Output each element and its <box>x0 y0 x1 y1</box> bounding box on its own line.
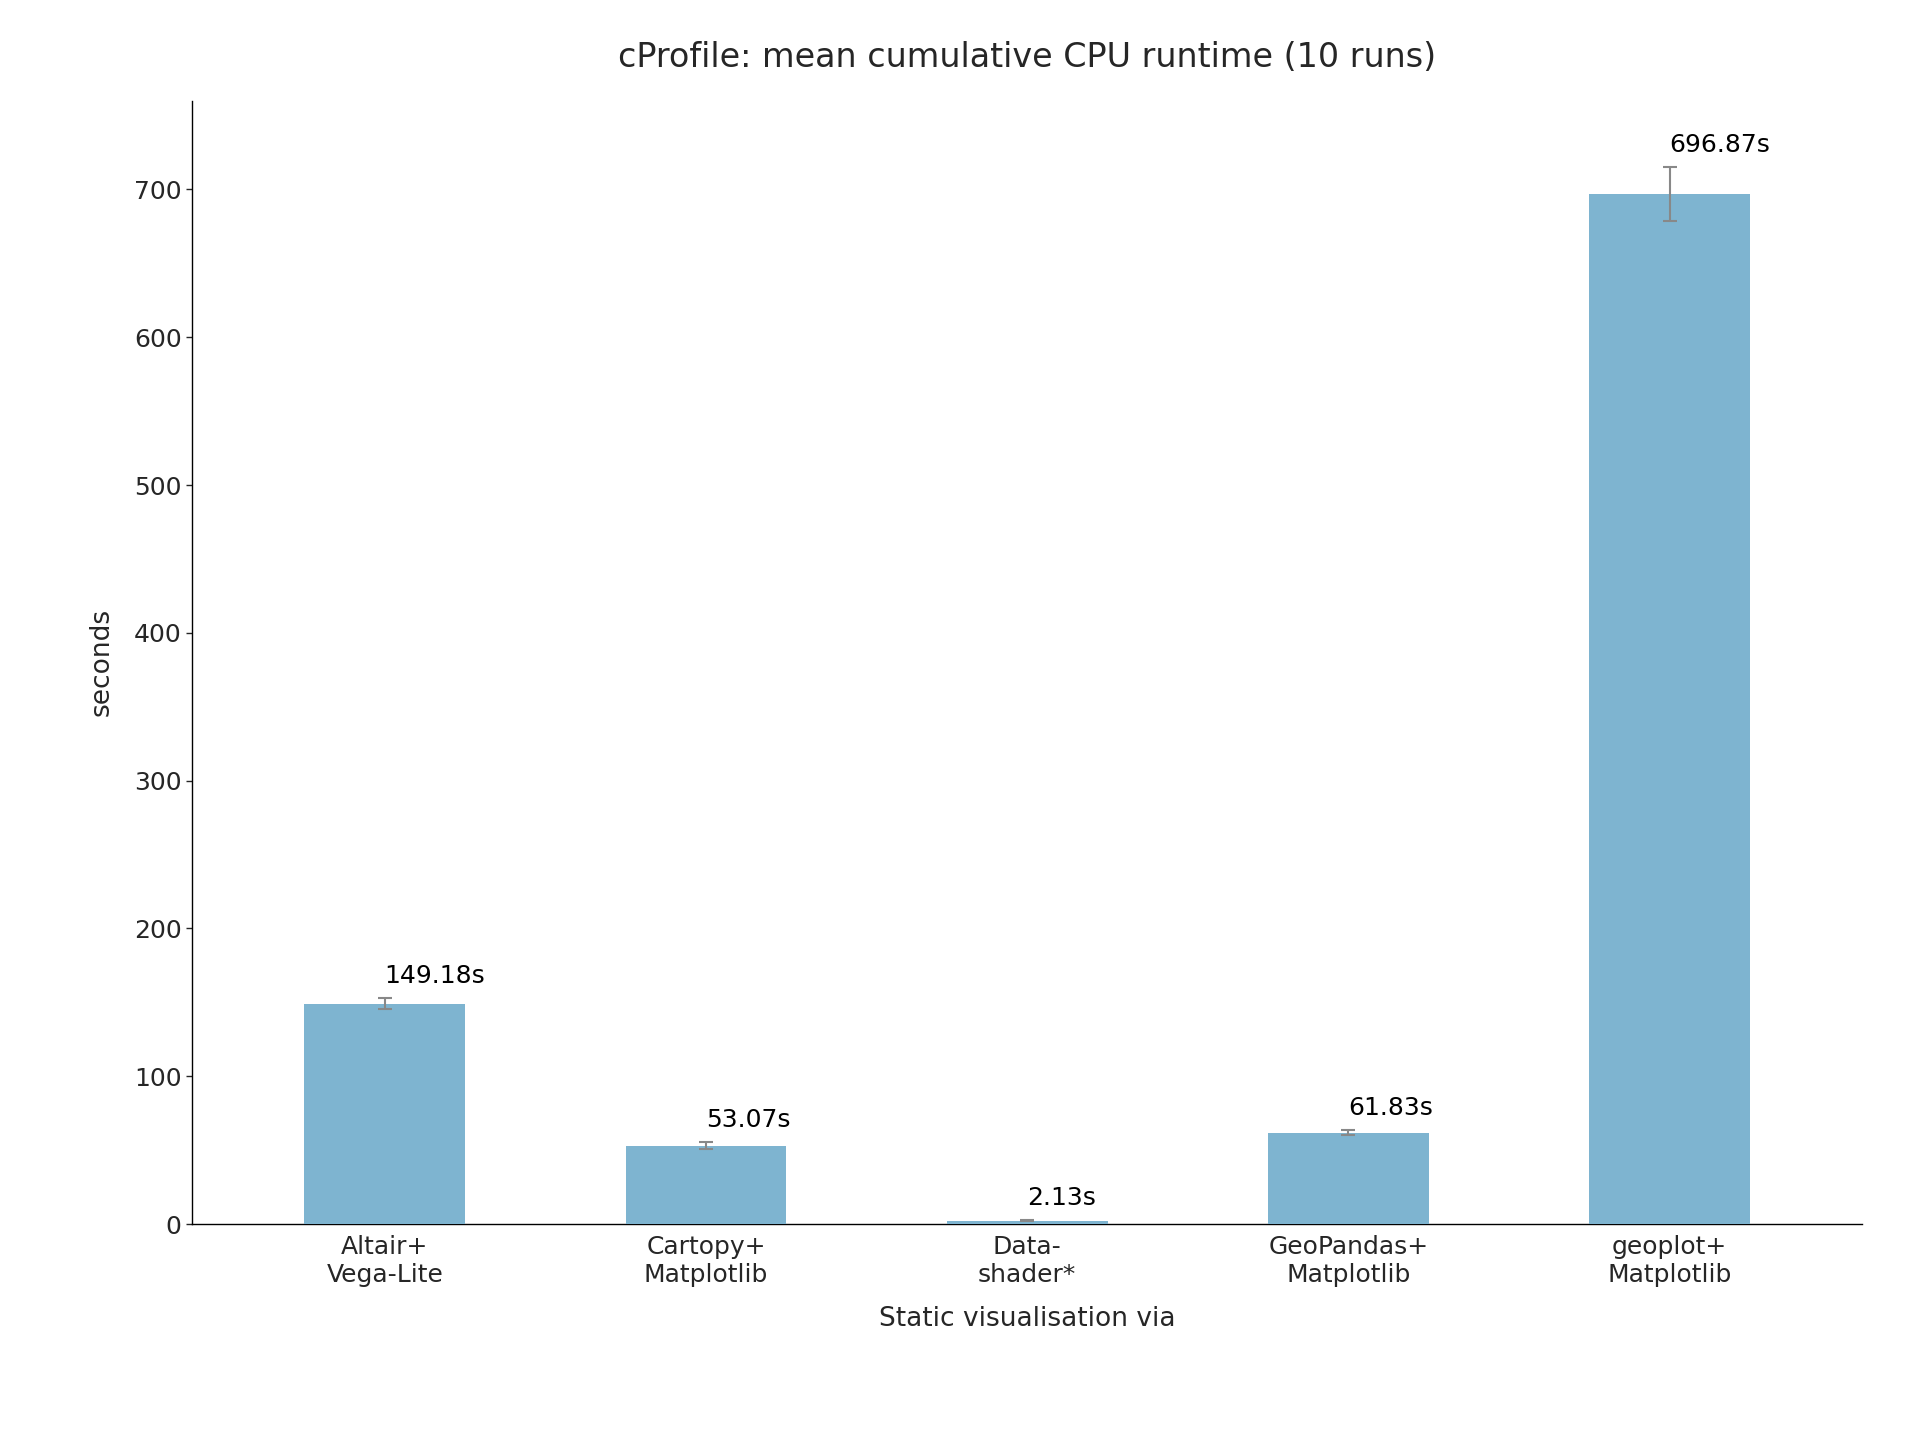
Text: 61.83s: 61.83s <box>1348 1096 1434 1120</box>
Bar <box>1267 1133 1428 1224</box>
Bar <box>305 1004 465 1224</box>
Bar <box>947 1221 1108 1224</box>
Text: 696.87s: 696.87s <box>1670 132 1770 157</box>
Title: cProfile: mean cumulative CPU runtime (10 runs): cProfile: mean cumulative CPU runtime (1… <box>618 42 1436 75</box>
Text: 149.18s: 149.18s <box>384 963 486 988</box>
Bar <box>1590 194 1749 1224</box>
Bar <box>626 1146 787 1224</box>
Y-axis label: seconds: seconds <box>88 608 115 717</box>
X-axis label: Static visualisation via: Static visualisation via <box>879 1306 1175 1332</box>
Text: 2.13s: 2.13s <box>1027 1187 1096 1210</box>
Text: 53.07s: 53.07s <box>707 1107 791 1132</box>
